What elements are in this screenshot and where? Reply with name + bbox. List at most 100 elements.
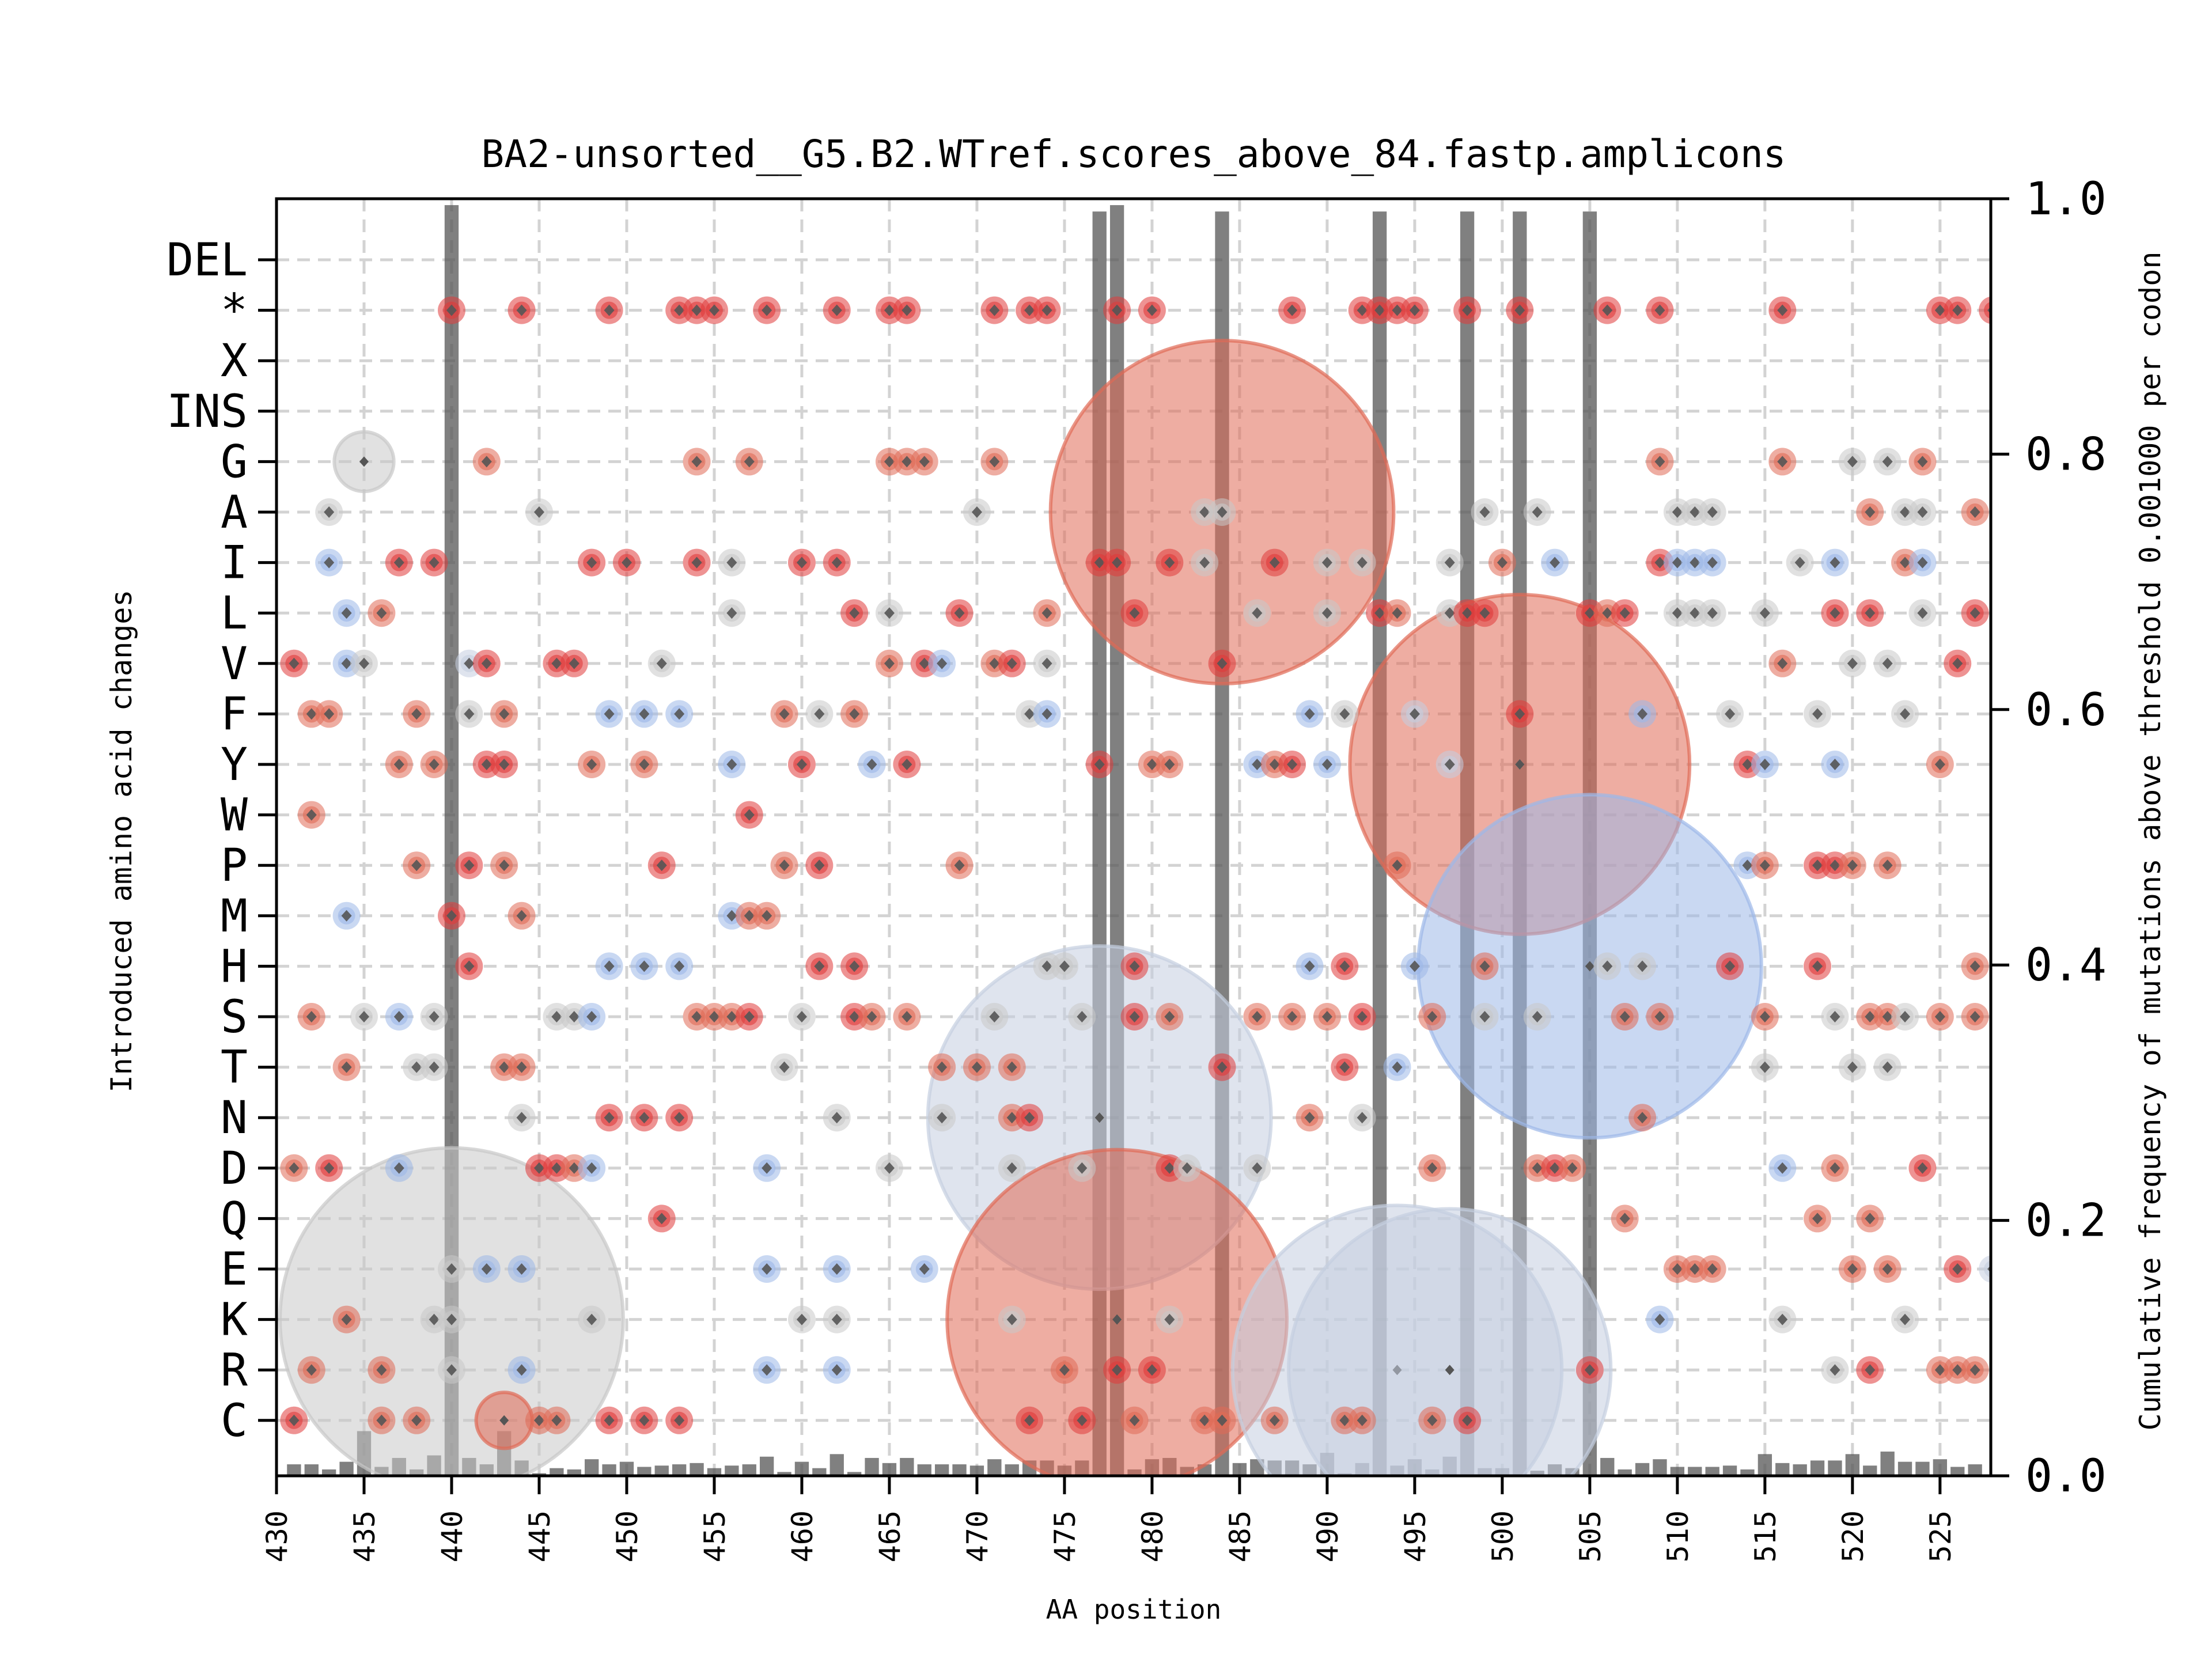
point-marker <box>726 556 737 569</box>
point-marker <box>1654 1011 1665 1022</box>
point-marker <box>937 1061 948 1073</box>
point-marker <box>1830 1162 1840 1174</box>
cumulative-bar <box>287 1464 301 1476</box>
point-marker <box>1444 607 1455 619</box>
point-marker <box>324 556 335 569</box>
cumulative-bar <box>567 1469 581 1476</box>
point-marker <box>1024 304 1035 316</box>
point-core <box>1984 1260 1991 1278</box>
point-marker <box>1357 304 1368 316</box>
point-marker <box>1654 1313 1665 1325</box>
point-marker <box>1830 1364 1840 1376</box>
point-marker <box>866 1011 877 1022</box>
point-marker <box>1654 556 1665 569</box>
point-marker <box>1024 1112 1035 1124</box>
cumulative-bar <box>1670 1467 1685 1476</box>
point-marker <box>744 809 755 821</box>
point-marker <box>1497 556 1508 569</box>
x-tick-label: 525 <box>1924 1510 1957 1562</box>
point-marker <box>1707 556 1718 569</box>
point-marker <box>306 1364 317 1376</box>
point-marker <box>1952 304 1963 316</box>
point-marker <box>569 657 579 669</box>
point-marker <box>1321 1011 1332 1022</box>
point-marker <box>831 1112 842 1124</box>
point-marker <box>639 759 650 770</box>
point-marker <box>499 1061 510 1073</box>
point-marker <box>1917 607 1928 619</box>
point-marker <box>849 607 860 619</box>
point-marker <box>604 304 615 316</box>
point-marker <box>796 759 807 770</box>
point-marker <box>814 859 825 872</box>
x-tick-label: 445 <box>523 1510 556 1562</box>
point-marker <box>324 1162 335 1174</box>
point-marker <box>814 708 825 720</box>
cumulative-bar <box>1863 1465 1877 1476</box>
y-tick-label: DEL <box>166 234 248 286</box>
y-tick-label: * <box>221 285 248 337</box>
point-marker <box>1006 1162 1017 1174</box>
point-marker <box>1725 708 1736 720</box>
cumulative-bar <box>690 1463 704 1476</box>
point-marker <box>1199 1414 1210 1426</box>
cumulative-bar <box>1897 1461 1912 1476</box>
point-marker <box>1479 506 1490 518</box>
point-marker <box>762 1364 772 1376</box>
point-marker <box>1865 506 1876 518</box>
cumulative-bar <box>585 1459 599 1476</box>
point-marker <box>1041 657 1052 669</box>
point-marker <box>709 1011 719 1022</box>
point-marker <box>1900 556 1911 569</box>
large-bubbles <box>278 339 1763 1476</box>
point-marker <box>499 708 510 720</box>
point-marker <box>762 304 772 316</box>
point-marker <box>1444 556 1455 569</box>
point-marker <box>1812 859 1823 872</box>
point-marker <box>1882 1263 1893 1275</box>
point-marker <box>1882 1061 1893 1073</box>
point-marker <box>1672 607 1683 619</box>
point-marker <box>516 1364 527 1376</box>
point-marker <box>1199 506 1210 518</box>
point-marker <box>1619 607 1630 619</box>
point-marker <box>1830 1011 1840 1022</box>
point-marker <box>1934 1011 1945 1022</box>
point-marker <box>1112 556 1123 569</box>
cumulative-bar <box>1810 1460 1825 1476</box>
y-tick-label: I <box>221 537 248 589</box>
point-marker <box>1217 657 1228 669</box>
point-marker <box>1392 1061 1403 1073</box>
right-tick-label: 0.6 <box>2025 684 2107 736</box>
point-marker <box>1321 759 1332 770</box>
cumulative-bar <box>1232 1463 1247 1476</box>
point-marker <box>586 1011 597 1022</box>
point-marker <box>1672 556 1683 569</box>
point-marker <box>937 1112 948 1124</box>
point-marker <box>1077 1162 1088 1174</box>
y-tick-label: E <box>221 1244 248 1296</box>
cumulative-bar <box>619 1461 634 1476</box>
point-marker <box>1321 607 1332 619</box>
point-marker <box>971 506 982 518</box>
point-marker <box>779 708 790 720</box>
cumulative-bar <box>847 1472 862 1476</box>
point-marker <box>831 1364 842 1376</box>
point-marker <box>1006 1313 1017 1325</box>
point-marker <box>884 607 895 619</box>
point-marker <box>376 1414 387 1426</box>
point-marker <box>1181 1162 1192 1174</box>
point-marker <box>1514 304 1525 316</box>
point-marker <box>1830 607 1840 619</box>
point-marker <box>1777 1162 1788 1174</box>
bubble-marker <box>1585 961 1594 972</box>
cumulative-bar <box>882 1463 897 1476</box>
y-tick-label: H <box>221 941 248 993</box>
point-marker <box>1427 1414 1438 1426</box>
point-marker <box>516 1061 527 1073</box>
point-marker <box>376 607 387 619</box>
right-tick-label: 0.4 <box>2025 940 2107 991</box>
x-axis: 430 435 440 445 450 455 460 465 470 475 480 485 490 4… <box>260 1476 1957 1562</box>
point-marker <box>1006 1061 1017 1073</box>
point-marker <box>1146 1364 1157 1376</box>
